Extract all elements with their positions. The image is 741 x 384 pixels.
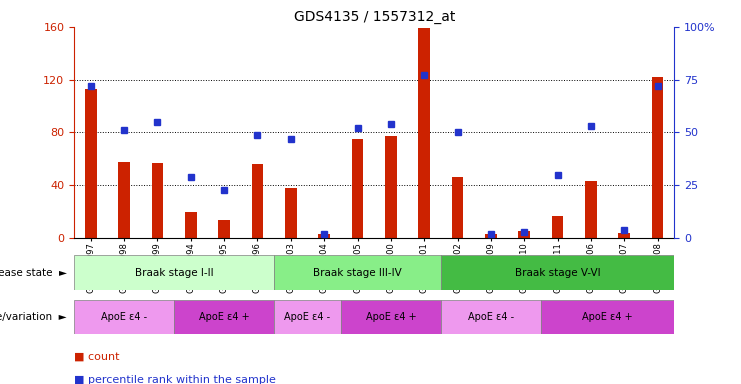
Bar <box>74 255 274 290</box>
Bar <box>541 300 674 334</box>
Text: ApoE ε4 -: ApoE ε4 - <box>101 312 147 322</box>
Bar <box>519 232 530 238</box>
Bar <box>585 181 597 238</box>
Text: ApoE ε4 -: ApoE ε4 - <box>285 312 330 322</box>
Text: Braak stage V-VI: Braak stage V-VI <box>515 268 600 278</box>
Bar <box>485 234 496 238</box>
Bar <box>652 77 663 238</box>
Text: genotype/variation  ►: genotype/variation ► <box>0 312 67 322</box>
Text: ApoE ε4 -: ApoE ε4 - <box>468 312 514 322</box>
Bar <box>119 162 130 238</box>
Bar <box>352 139 363 238</box>
Bar <box>274 255 441 290</box>
Bar <box>174 300 274 334</box>
Bar <box>274 300 341 334</box>
Bar <box>252 164 263 238</box>
Text: Braak stage III-IV: Braak stage III-IV <box>313 268 402 278</box>
Text: Braak stage I-II: Braak stage I-II <box>135 268 213 278</box>
Bar <box>552 216 563 238</box>
Bar <box>619 233 630 238</box>
Bar <box>441 300 541 334</box>
Bar <box>452 177 463 238</box>
Bar <box>152 163 163 238</box>
Bar <box>385 136 396 238</box>
Bar <box>74 300 174 334</box>
Bar <box>85 89 96 238</box>
Bar <box>319 234 330 238</box>
Text: ApoE ε4 +: ApoE ε4 + <box>199 312 250 322</box>
Bar <box>285 188 296 238</box>
Text: ApoE ε4 +: ApoE ε4 + <box>582 312 633 322</box>
Text: ■ count: ■ count <box>74 352 119 362</box>
Text: ■ percentile rank within the sample: ■ percentile rank within the sample <box>74 375 276 384</box>
Text: disease state  ►: disease state ► <box>0 268 67 278</box>
Bar <box>219 220 230 238</box>
Bar <box>341 300 441 334</box>
Bar <box>441 255 674 290</box>
Title: GDS4135 / 1557312_at: GDS4135 / 1557312_at <box>293 10 455 25</box>
Bar <box>419 28 430 238</box>
Text: ApoE ε4 +: ApoE ε4 + <box>365 312 416 322</box>
Bar <box>185 212 196 238</box>
